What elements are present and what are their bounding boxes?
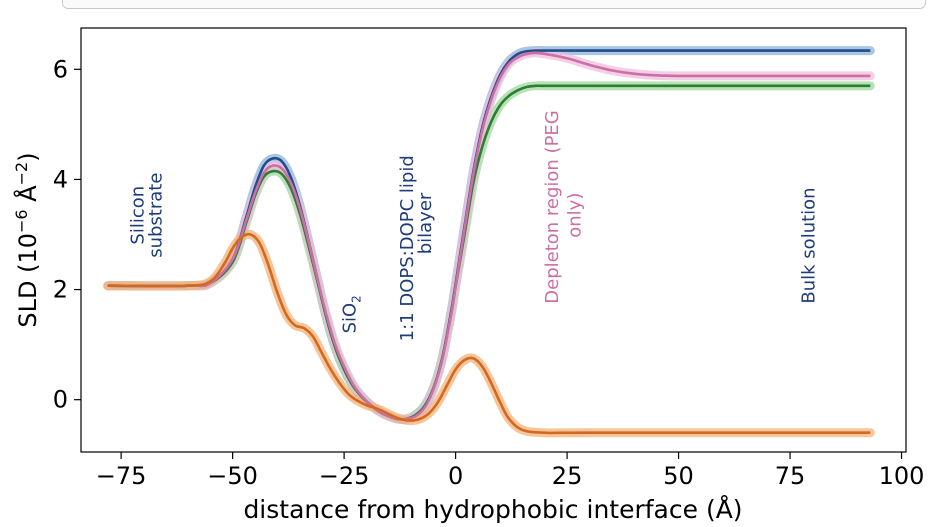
band-orange — [103, 229, 875, 438]
x-tick-label: 25 — [552, 462, 583, 490]
annotation: SiO2 — [339, 295, 363, 333]
y-tick-label: 0 — [53, 386, 68, 414]
y-tick-label: 2 — [53, 276, 68, 304]
annotation: substrate — [145, 173, 166, 258]
y-axis-label: SLD (10−6 Å−2) — [12, 152, 42, 327]
annotation: Silicon — [127, 186, 148, 245]
series-line-orange — [107, 232, 871, 435]
x-tick-label: 75 — [775, 462, 806, 490]
annotation: bilayer — [415, 192, 436, 254]
x-tick-label: 50 — [663, 462, 694, 490]
annotation: Depleton region (PEG — [542, 110, 563, 303]
x-tick-label: 0 — [448, 462, 463, 490]
annotation: 1:1 DOPS:DOPC lipid — [397, 155, 418, 341]
annotation: Bulk solution — [799, 187, 820, 303]
x-tick-label: 100 — [879, 462, 925, 490]
series-lines — [107, 49, 871, 435]
y-tick-label: 4 — [53, 165, 68, 193]
annotation: only) — [565, 193, 586, 238]
x-tick-label: −25 — [319, 462, 370, 490]
top-bar — [62, 0, 926, 9]
y-axis-ticks: 0 2 4 6 — [53, 55, 81, 414]
series-line-pink — [107, 51, 871, 421]
x-tick-label: −50 — [207, 462, 258, 490]
x-tick-label: −75 — [96, 462, 147, 490]
x-axis-label: distance from hydrophobic interface (Å) — [243, 495, 742, 524]
x-axis-ticks: −75 −50 −25 0 25 50 75 100 — [96, 452, 925, 490]
y-tick-label: 6 — [53, 55, 68, 83]
plot-frame — [80, 27, 907, 453]
